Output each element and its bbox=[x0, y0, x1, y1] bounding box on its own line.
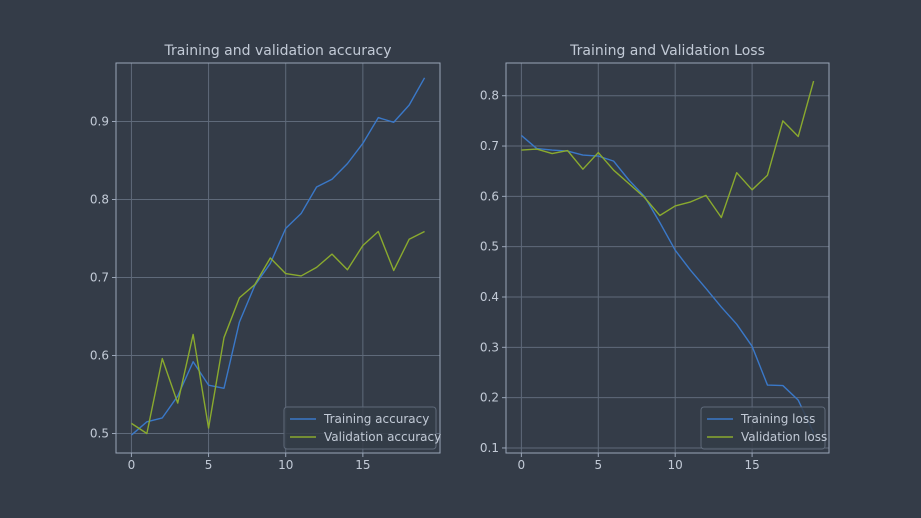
y-tick-label: 0.6 bbox=[480, 189, 499, 203]
y-tick-label: 0.4 bbox=[480, 290, 499, 304]
x-tick-label: 5 bbox=[205, 458, 213, 472]
y-tick-label: 0.2 bbox=[480, 391, 499, 405]
axes-frame bbox=[115, 62, 441, 454]
x-tick-label: 10 bbox=[668, 458, 683, 472]
accuracy-chart: 0 5 10 15 0.5 0.6 0.7 0.8 0.9 Training and valida… bbox=[90, 43, 441, 472]
legend: Training accuracy Validation accuracy bbox=[283, 406, 441, 450]
series-line-training-loss bbox=[520, 134, 815, 434]
legend-label: Training loss bbox=[740, 412, 815, 426]
legend-box bbox=[283, 406, 437, 450]
legend-label: Training accuracy bbox=[323, 412, 429, 426]
series-line-validation-accuracy bbox=[131, 230, 425, 435]
y-tick-label: 0.5 bbox=[480, 240, 499, 254]
legend-label: Validation accuracy bbox=[324, 430, 441, 444]
y-tick-label: 0.8 bbox=[90, 193, 109, 207]
x-tick-label: 5 bbox=[594, 458, 602, 472]
legend: Training loss Validation loss bbox=[700, 406, 827, 450]
plot-area bbox=[506, 63, 829, 453]
y-tick-label: 0.1 bbox=[480, 441, 499, 455]
series-line-validation-loss bbox=[521, 80, 815, 219]
plot-area bbox=[116, 63, 440, 453]
legend-label: Validation loss bbox=[741, 430, 827, 444]
x-tick-label: 15 bbox=[744, 458, 759, 472]
x-tick-label: 0 bbox=[518, 458, 526, 472]
x-tick-label: 15 bbox=[355, 458, 370, 472]
y-tick-label: 0.6 bbox=[90, 349, 109, 363]
y-tick-label: 0.7 bbox=[480, 139, 499, 153]
legend-box bbox=[700, 406, 826, 450]
loss-chart: 0 5 10 15 0.1 0.2 0.3 0.4 0.5 0.6 0.7 0.8 Training a… bbox=[480, 43, 830, 472]
y-tick-label: 0.7 bbox=[90, 271, 109, 285]
y-tick-label: 0.9 bbox=[90, 115, 109, 129]
axes-frame bbox=[505, 62, 830, 454]
y-tick-label: 0.3 bbox=[480, 340, 499, 354]
x-tick-label: 0 bbox=[128, 458, 136, 472]
x-tick-label: 10 bbox=[278, 458, 293, 472]
y-tick-label: 0.8 bbox=[480, 89, 499, 103]
y-tick-label: 0.5 bbox=[90, 427, 109, 441]
chart-title: Training and Validation Loss bbox=[569, 43, 765, 59]
chart-title: Training and validation accuracy bbox=[163, 43, 391, 59]
